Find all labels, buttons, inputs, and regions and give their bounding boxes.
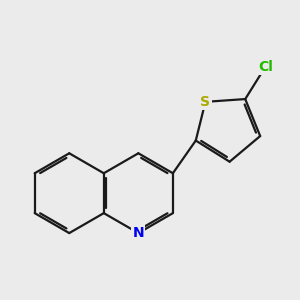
Text: Cl: Cl xyxy=(258,60,273,74)
Text: N: N xyxy=(133,226,144,240)
Text: S: S xyxy=(200,95,210,109)
